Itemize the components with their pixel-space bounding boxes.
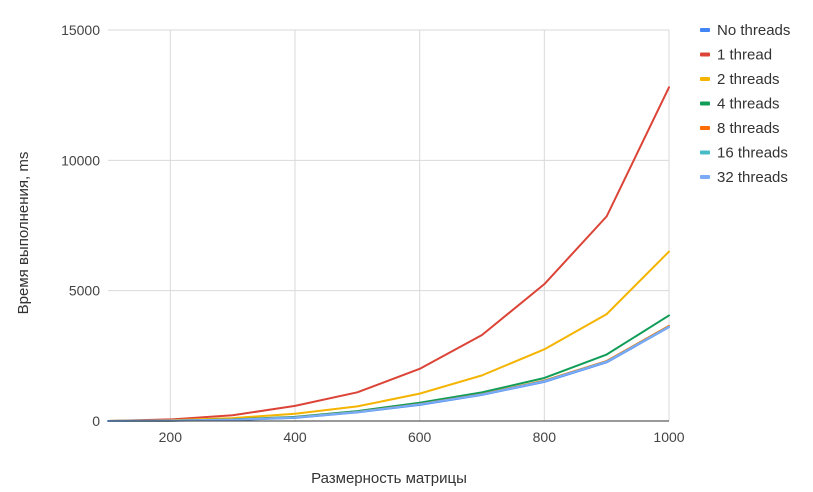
x-tick-label: 600 <box>408 429 432 445</box>
legend-swatch-8-threads <box>700 126 710 130</box>
legend-label-32-threads: 32 threads <box>717 169 788 186</box>
legend-swatch-no-threads <box>700 28 710 32</box>
legend-label-8-threads: 8 threads <box>717 120 780 137</box>
y-axis-ticks: 0 5000 10000 15000 <box>61 22 100 429</box>
legend-swatch-4-threads <box>700 101 710 106</box>
series-line-32-threads <box>107 325 670 422</box>
legend-label-1-thread: 1 thread <box>717 47 772 64</box>
x-tick-label: 1000 <box>653 429 684 445</box>
legend-label-4-threads: 4 threads <box>717 96 780 113</box>
legend-swatch-2-threads <box>700 77 710 81</box>
legend-swatch-32-threads <box>700 175 710 179</box>
series-line-1-thread <box>107 86 670 422</box>
legend-swatch-16-threads <box>700 150 710 155</box>
series-line-2-threads <box>107 250 670 422</box>
chart-grid <box>108 29 670 421</box>
legend-label-16-threads: 16 threads <box>717 145 788 162</box>
x-axis-ticks: 200 400 600 800 1000 <box>159 429 685 445</box>
legend: No threads 1 thread 2 threads 4 threads 8 th… <box>700 22 790 186</box>
x-axis-title: Размерность матрицы <box>311 470 467 487</box>
y-tick-label: 0 <box>92 413 100 429</box>
y-tick-label: 5000 <box>69 283 100 299</box>
x-tick-label: 800 <box>533 429 557 445</box>
x-tick-label: 200 <box>159 429 183 445</box>
legend-swatch-1-thread <box>700 52 710 57</box>
legend-label-no-threads: No threads <box>717 22 790 39</box>
y-tick-label: 10000 <box>61 152 100 168</box>
series-lines <box>107 86 670 422</box>
y-axis-title: Время выполнения, ms <box>15 152 32 315</box>
x-tick-label: 400 <box>283 429 307 445</box>
legend-label-2-threads: 2 threads <box>717 71 780 88</box>
y-tick-label: 15000 <box>61 22 100 38</box>
